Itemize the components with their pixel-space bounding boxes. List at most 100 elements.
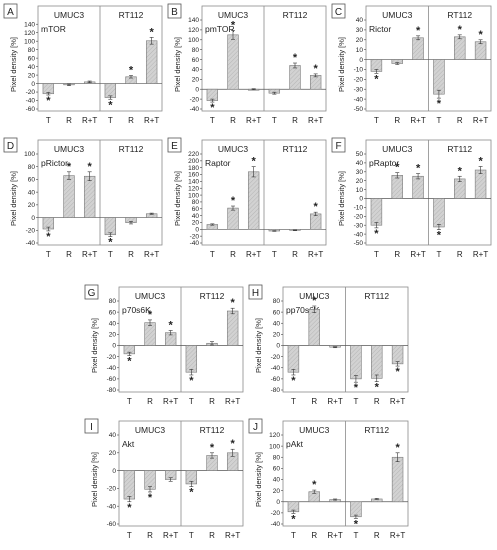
group-label-umuc3: UMUC3 <box>218 144 248 154</box>
y-tick-label: 30 <box>356 169 364 176</box>
y-tick-label: 60 <box>192 57 200 64</box>
group-label-rt112: RT112 <box>119 144 144 154</box>
significance-star: * <box>416 25 421 37</box>
x-category-label: R+T <box>82 250 97 259</box>
significance-star: * <box>395 442 400 454</box>
y-tick-label: -80 <box>107 387 117 394</box>
panel-letter: E <box>171 141 178 152</box>
chart-panel-f: F UMUC3 RT112 -50 -40 -30-20 -10 0 10 20 30 40 50 Pix… <box>331 137 492 259</box>
y-tick-label: 20 <box>192 220 200 227</box>
x-category-label: T <box>436 116 441 125</box>
significance-star: * <box>189 487 194 499</box>
y-tick-label: -20 <box>190 233 200 240</box>
y-tick-label: -20 <box>354 214 364 221</box>
chart-title: pRaptor <box>369 158 399 168</box>
chart-panel-j: J UMUC3 RT112 -40 -20 0 20 40 60 80 100 120 Pixel de… <box>248 418 409 540</box>
significance-star: * <box>210 442 215 454</box>
panel-letter: H <box>252 288 259 299</box>
y-tick-label: -40 <box>26 240 36 247</box>
y-tick-label: -40 <box>107 365 117 372</box>
significance-star: * <box>46 231 51 243</box>
x-category-label: T <box>210 116 215 125</box>
significance-star: * <box>108 237 113 249</box>
panel-letter-box <box>248 418 263 434</box>
y-tick-label: 0 <box>31 81 35 88</box>
y-tick-label: 100 <box>24 151 35 158</box>
x-category-label: T <box>127 531 132 540</box>
y-tick-label: 140 <box>188 17 199 24</box>
chart-panel-e: E UMUC3 RT112 -40-2002040608010012014016018… <box>167 137 327 259</box>
significance-star: * <box>395 162 400 174</box>
y-tick-label: 100 <box>24 38 35 45</box>
y-tick-label: 40 <box>28 64 36 71</box>
y-tick-label: 120 <box>269 432 280 439</box>
bar-rt112-rplust <box>309 213 322 230</box>
y-tick-label: -40 <box>190 106 200 113</box>
y-tick-label: -60 <box>107 376 117 383</box>
chart-title: p70s6K <box>122 305 151 315</box>
chart-panel-d: D UMUC3 RT112 -40 -20 0 20 40 60 80 100 Pixel densi… <box>3 137 163 259</box>
bar-rt112-t <box>104 217 117 236</box>
x-category-label: R+T <box>327 397 342 406</box>
x-category-label: R <box>311 531 317 540</box>
y-tick-label: 100 <box>269 443 280 450</box>
group-label-rt112: RT112 <box>364 425 389 435</box>
x-category-label: T <box>127 397 132 406</box>
group-label-rt112: RT112 <box>447 144 472 154</box>
y-axis-label: Pixel density [%] <box>90 318 99 373</box>
y-tick-label: 40 <box>273 320 281 327</box>
y-tick-label: 40 <box>109 432 117 439</box>
significance-star: * <box>291 375 296 387</box>
bar-rt112-rplust <box>391 345 404 365</box>
y-tick-label: -20 <box>26 89 36 96</box>
y-tick-label: -40 <box>271 365 281 372</box>
x-category-label: R <box>394 250 400 259</box>
bar-rt112-rplust <box>391 456 404 503</box>
significance-star: * <box>231 19 236 31</box>
bar-umuc3-rplust <box>412 37 424 60</box>
x-category-label: R+T <box>144 116 159 125</box>
bar-rt112-t <box>433 59 445 95</box>
significance-star: * <box>231 438 236 450</box>
y-tick-label: 40 <box>109 320 117 327</box>
panel-letter: I <box>90 422 93 433</box>
chart-title: pAkt <box>286 439 304 449</box>
y-axis-label: Pixel density [%] <box>9 37 18 92</box>
y-tick-label: 40 <box>192 67 200 74</box>
y-tick-label: -20 <box>107 486 117 493</box>
group-label-umuc3: UMUC3 <box>382 10 412 20</box>
group-label-umuc3: UMUC3 <box>299 425 329 435</box>
bar-umuc3-t <box>370 198 383 226</box>
x-category-label: R <box>230 250 236 259</box>
x-category-label: R+T <box>390 397 405 406</box>
y-tick-label: 20 <box>109 332 117 339</box>
y-tick-label: -40 <box>354 96 364 103</box>
bar-rt112-r <box>289 65 301 90</box>
x-category-label: T <box>108 250 113 259</box>
bar-umuc3-t <box>287 345 300 373</box>
y-tick-label: 120 <box>24 30 35 37</box>
chart-panel-i: I UMUC3 RT112 -60 -40 -20 0 20 40 Pixel density [… <box>84 418 244 540</box>
panel-letter: D <box>7 141 14 152</box>
panel-letter-box <box>84 284 99 300</box>
significance-star: * <box>354 518 359 530</box>
panel-letter-box <box>3 3 18 19</box>
x-category-label: R+T <box>163 397 178 406</box>
x-category-label: R+T <box>390 531 405 540</box>
panel-letter: J <box>253 422 258 433</box>
bar-rt112-rplust <box>474 41 487 60</box>
chart-title: pRictor <box>41 158 68 168</box>
bar-rt112-t <box>350 501 362 518</box>
x-category-label: R+T <box>246 116 261 125</box>
x-category-label: T <box>189 397 194 406</box>
y-tick-label: 0 <box>195 227 199 234</box>
y-tick-label: 220 <box>188 151 199 158</box>
bar-rt112-rplust <box>474 169 487 199</box>
x-category-label: T <box>353 397 358 406</box>
significance-star: * <box>127 502 132 514</box>
bar-umuc3-r <box>227 207 239 230</box>
bar-rt112-t <box>433 198 445 228</box>
y-tick-label: -40 <box>271 521 281 528</box>
bar-umuc3-r <box>144 322 156 346</box>
panel-letter-box <box>331 137 346 153</box>
